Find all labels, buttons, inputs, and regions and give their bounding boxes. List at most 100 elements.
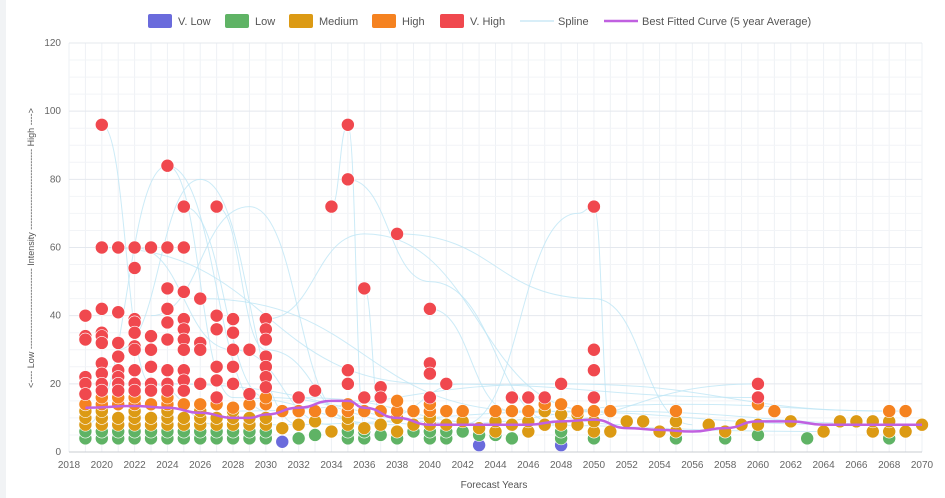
data-point[interactable] <box>177 199 191 214</box>
data-point[interactable] <box>308 428 322 442</box>
data-point[interactable] <box>242 387 257 401</box>
data-point[interactable] <box>127 261 142 275</box>
data-point[interactable] <box>111 411 126 425</box>
data-point[interactable] <box>636 414 650 429</box>
data-point[interactable] <box>439 377 454 391</box>
data-point[interactable] <box>177 285 191 299</box>
data-point[interactable] <box>209 322 224 337</box>
data-point[interactable] <box>160 302 175 316</box>
data-point[interactable] <box>160 158 175 173</box>
data-point[interactable] <box>193 291 208 306</box>
data-point[interactable] <box>341 377 355 391</box>
legend-item-label[interactable]: Best Fitted Curve (5 year Average) <box>642 16 811 28</box>
data-point[interactable] <box>455 404 470 418</box>
data-point[interactable] <box>127 240 142 255</box>
data-point[interactable] <box>619 414 634 429</box>
data-point[interactable] <box>373 390 388 405</box>
data-point[interactable] <box>226 400 240 415</box>
data-point[interactable] <box>275 421 290 435</box>
data-point[interactable] <box>439 404 454 418</box>
data-point[interactable] <box>177 411 191 425</box>
data-point[interactable] <box>242 342 257 357</box>
data-point[interactable] <box>587 363 601 378</box>
data-point[interactable] <box>226 325 240 340</box>
data-point[interactable] <box>160 363 175 378</box>
data-point[interactable] <box>144 329 158 343</box>
data-point[interactable] <box>505 431 519 446</box>
data-point[interactable] <box>341 118 355 132</box>
legend-item-label[interactable]: V. Low <box>178 16 211 28</box>
data-point[interactable] <box>751 390 765 405</box>
data-point[interactable] <box>537 390 552 405</box>
data-point[interactable] <box>423 366 437 381</box>
data-point[interactable] <box>587 342 601 357</box>
data-point[interactable] <box>390 227 404 241</box>
legend-item-label[interactable]: V. High <box>470 16 505 28</box>
data-point[interactable] <box>209 199 224 214</box>
data-point[interactable] <box>193 397 208 412</box>
data-point[interactable] <box>127 383 142 398</box>
data-point[interactable] <box>357 421 372 435</box>
data-point[interactable] <box>423 302 437 316</box>
data-point[interactable] <box>390 424 404 439</box>
data-point[interactable] <box>78 308 93 323</box>
data-point[interactable] <box>144 397 158 412</box>
data-point[interactable] <box>193 377 208 391</box>
legend-item-label[interactable]: High <box>402 16 425 28</box>
data-point[interactable] <box>898 404 913 418</box>
data-point[interactable] <box>324 404 339 418</box>
data-point[interactable] <box>291 431 306 446</box>
data-point[interactable] <box>341 172 355 187</box>
data-point[interactable] <box>669 404 683 418</box>
data-point[interactable] <box>800 431 814 446</box>
data-point[interactable] <box>160 383 175 398</box>
data-point[interactable] <box>209 373 224 388</box>
data-point[interactable] <box>816 424 831 439</box>
data-point[interactable] <box>111 240 126 255</box>
data-point[interactable] <box>324 424 339 439</box>
data-point[interactable] <box>144 342 158 357</box>
data-point[interactable] <box>505 404 519 418</box>
data-point[interactable] <box>226 312 240 326</box>
data-point[interactable] <box>259 332 273 347</box>
data-point[interactable] <box>144 383 158 398</box>
data-point[interactable] <box>357 390 372 405</box>
data-point[interactable] <box>95 383 109 398</box>
data-point[interactable] <box>160 332 175 347</box>
data-point[interactable] <box>341 363 355 378</box>
data-point[interactable] <box>587 199 601 214</box>
data-point[interactable] <box>127 342 142 357</box>
data-point[interactable] <box>95 240 109 255</box>
data-point[interactable] <box>177 383 191 398</box>
data-point[interactable] <box>291 417 306 432</box>
data-point[interactable] <box>95 118 109 132</box>
data-point[interactable] <box>177 342 191 357</box>
data-point[interactable] <box>882 404 896 418</box>
data-point[interactable] <box>226 342 240 357</box>
data-point[interactable] <box>259 380 273 395</box>
data-point[interactable] <box>78 387 93 401</box>
data-point[interactable] <box>111 305 126 320</box>
data-point[interactable] <box>209 390 224 405</box>
data-point[interactable] <box>111 383 126 398</box>
data-point[interactable] <box>554 397 568 412</box>
data-point[interactable] <box>160 240 175 255</box>
data-point[interactable] <box>505 390 519 405</box>
data-point[interactable] <box>373 417 388 432</box>
data-point[interactable] <box>521 404 536 418</box>
data-point[interactable] <box>308 383 322 398</box>
data-point[interactable] <box>554 377 568 391</box>
data-point[interactable] <box>324 199 339 214</box>
data-point[interactable] <box>111 349 126 364</box>
data-point[interactable] <box>78 332 93 347</box>
data-point[interactable] <box>488 404 503 418</box>
data-point[interactable] <box>144 411 158 425</box>
data-point[interactable] <box>226 377 240 391</box>
data-point[interactable] <box>111 336 126 350</box>
data-point[interactable] <box>587 404 601 418</box>
data-point[interactable] <box>127 363 142 378</box>
data-point[interactable] <box>390 394 404 408</box>
data-point[interactable] <box>95 302 109 316</box>
data-point[interactable] <box>570 404 585 418</box>
data-point[interactable] <box>275 434 290 449</box>
